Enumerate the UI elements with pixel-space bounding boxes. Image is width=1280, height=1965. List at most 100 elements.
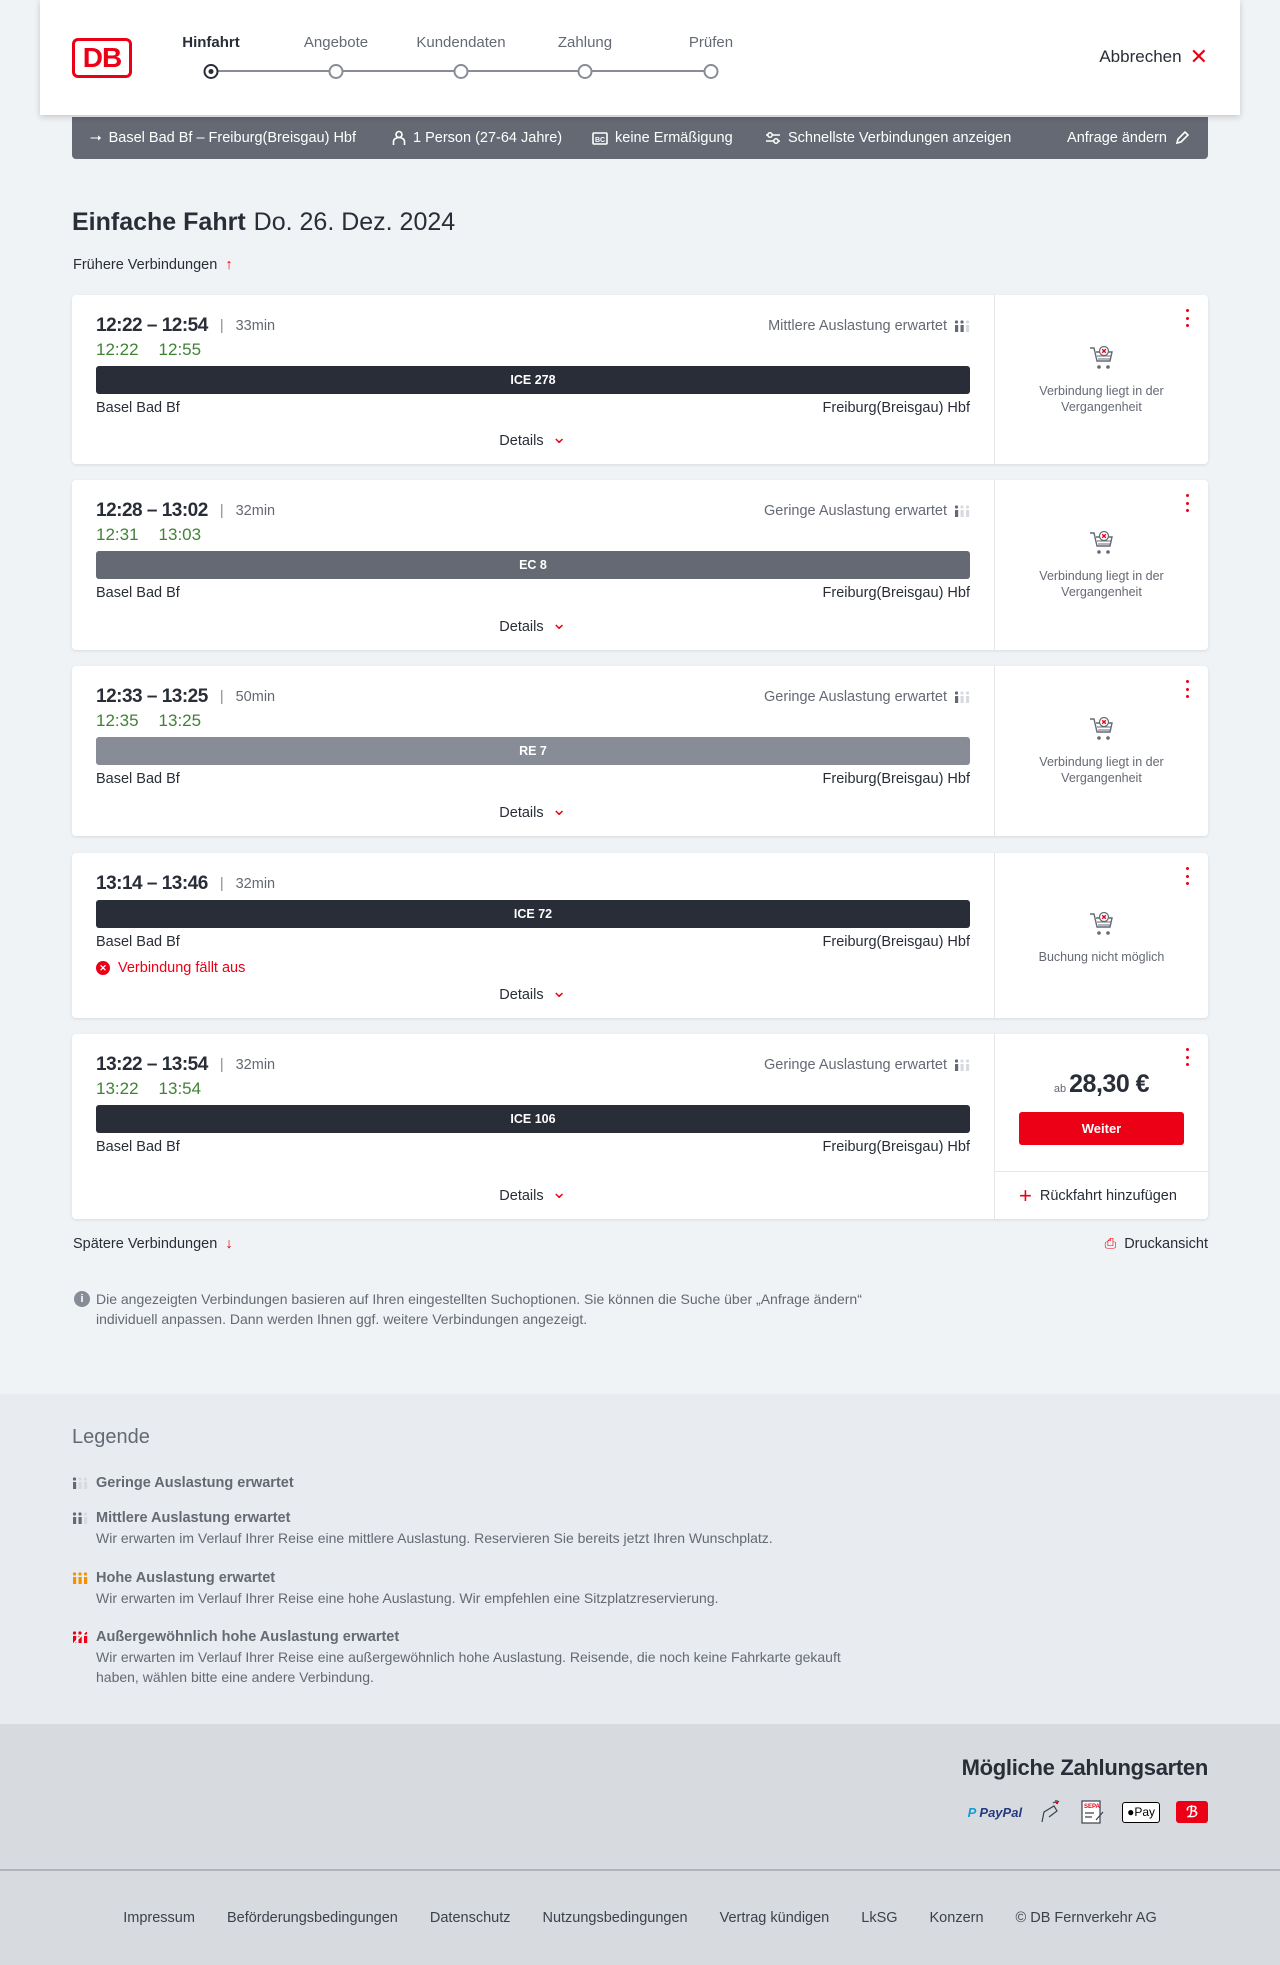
cart-unavailable-icon <box>1025 716 1178 742</box>
details-toggle[interactable]: Details ⌄ <box>72 427 994 451</box>
info-icon: i <box>74 1291 90 1307</box>
change-search-label: Anfrage ändern <box>1067 130 1167 146</box>
train-bar[interactable]: ICE 106 <box>96 1105 970 1133</box>
load-exceptional-icon <box>72 1631 88 1643</box>
route-summary[interactable]: ⭢ Basel Bad Bf – Freiburg(Breisgau) Hbf <box>90 117 356 159</box>
more-options-icon[interactable] <box>1182 680 1192 698</box>
plus-icon: + <box>1019 1183 1032 1208</box>
error-icon: ✕ <box>96 961 110 975</box>
footer-link[interactable]: Impressum <box>123 1910 195 1926</box>
credit-card-icon <box>1041 1800 1060 1823</box>
add-return-label: Rückfahrt hinzufügen <box>1039 1188 1177 1204</box>
occupancy-icon <box>954 505 970 517</box>
passenger-text: 1 Person (27-64 Jahre) <box>413 130 563 146</box>
filter-sliders-icon <box>766 132 780 144</box>
footer-link[interactable]: Datenschutz <box>429 1910 511 1926</box>
footer-link[interactable]: LkSG <box>861 1910 898 1926</box>
connection-summary[interactable]: 12:28 – 13:02 | 32min Geringe Auslastung er… <box>72 480 994 650</box>
details-label: Details <box>499 987 544 1003</box>
details-toggle[interactable]: Details ⌄ <box>72 981 994 1005</box>
trip-type: Einfache Fahrt <box>72 208 246 236</box>
payment-title: Mögliche Zahlungsarten <box>961 1755 1209 1780</box>
separator: | <box>219 876 224 892</box>
arrow-right-icon: ⭢ <box>90 130 102 146</box>
chevron-down-icon: ⌄ <box>551 613 567 633</box>
stations-row: Basel Bad Bf Freiburg(Breisgau) Hbf <box>96 398 970 418</box>
connection-summary[interactable]: 13:22 – 13:54 | 32min Geringe Auslastung er… <box>72 1034 994 1219</box>
details-toggle[interactable]: Details ⌄ <box>72 1182 994 1206</box>
later-connections-link[interactable]: Spätere Verbindungen ↓ <box>73 1236 233 1252</box>
connection-summary[interactable]: 13:14 – 13:46 | 32min ICE 72 Basel Bad Bf Fre… <box>72 853 994 1018</box>
connection-summary[interactable]: 12:22 – 12:54 | 33min Mittlere Auslastung e… <box>72 295 994 464</box>
load-high-icon <box>72 1572 88 1584</box>
travel-date: Do. 26. Dez. 2024 <box>253 208 456 236</box>
duration: 32min <box>235 876 276 892</box>
payment-methods-section: Mögliche Zahlungsarten P PayPal SEPA ● Pa… <box>0 1724 1280 1870</box>
add-return-trip-button[interactable]: + Rückfahrt hinzufügen <box>1019 1183 1177 1208</box>
cancel-button[interactable]: Abbrechen ✕ <box>1099 46 1208 68</box>
chevron-down-icon: ⌄ <box>551 981 567 1001</box>
info-note: i Die angezeigten Verbindungen basieren a… <box>72 1289 872 1329</box>
change-search-button[interactable]: Anfrage ändern <box>1067 117 1190 159</box>
separator: | <box>219 318 224 334</box>
legend-item: Hohe Auslastung erwartet Wir erwarten im … <box>72 1568 872 1608</box>
footer-link[interactable]: Konzern <box>929 1910 984 1926</box>
occupancy-icon <box>954 1059 970 1071</box>
db-logo[interactable]: DB <box>72 38 132 78</box>
time-row: 13:22 – 13:54 | 32min Geringe Auslastung er… <box>96 1053 970 1077</box>
connection-card: 12:22 – 12:54 | 33min Mittlere Auslastung e… <box>72 295 1208 464</box>
details-toggle[interactable]: Details ⌄ <box>72 800 994 823</box>
filter-text: Schnellste Verbindungen anzeigen <box>788 130 1012 146</box>
earlier-connections-link[interactable]: Frühere Verbindungen ↑ <box>73 257 233 273</box>
offer-panel: Verbindung liegt in der Vergangenheit <box>994 295 1208 464</box>
train-bar[interactable]: RE 7 <box>96 737 970 765</box>
more-options-icon[interactable] <box>1182 309 1192 327</box>
offer-panel: Buchung nicht möglich <box>994 853 1208 1018</box>
db-bonus-icon: ℬ <box>1176 1801 1208 1823</box>
footer-link[interactable]: Nutzungsbedingungen <box>542 1910 688 1926</box>
departure-station: Basel Bad Bf <box>96 400 180 416</box>
filter-summary[interactable]: Schnellste Verbindungen anzeigen <box>765 117 1011 159</box>
booking-status-text: Verbindung liegt in der Vergangenheit <box>1039 755 1164 785</box>
header: DB Hinfahrt Angebote Kundendaten Zahlung Prü… <box>40 0 1240 115</box>
realtime-departure: 12:35 <box>96 711 139 730</box>
passenger-summary[interactable]: 1 Person (27-64 Jahre) <box>392 117 562 159</box>
details-label: Details <box>499 619 544 635</box>
realtime-departure: 13:22 <box>96 1079 139 1098</box>
chevron-down-icon: ⌄ <box>551 1182 567 1202</box>
stations-row: Basel Bad Bf Freiburg(Breisgau) Hbf <box>96 583 970 603</box>
booking-status-text: Verbindung liegt in der Vergangenheit <box>1039 569 1164 599</box>
details-toggle[interactable]: Details ⌄ <box>72 613 994 637</box>
legend-title: Legende <box>72 1426 150 1448</box>
footer-link[interactable]: Beförderungsbedingungen <box>226 1910 398 1926</box>
print-label: Druckansicht <box>1124 1236 1208 1252</box>
occupancy-label: Mittlere Auslastung erwartet <box>768 318 947 334</box>
booking-status-text: Buchung nicht möglich <box>1038 950 1165 964</box>
offer-panel: Verbindung liegt in der Vergangenheit <box>994 480 1208 650</box>
realtime-row: 12:22 12:55 <box>96 338 970 362</box>
train-bar[interactable]: ICE 278 <box>96 366 970 394</box>
time-row: 12:22 – 12:54 | 33min Mittlere Auslastung e… <box>96 314 970 338</box>
more-options-icon[interactable] <box>1182 494 1192 512</box>
discount-summary[interactable]: BC keine Ermäßigung <box>592 117 733 159</box>
realtime-row: 12:35 13:25 <box>96 709 970 733</box>
cart-unavailable-icon <box>1025 530 1178 556</box>
continue-button[interactable]: Weiter <box>1019 1112 1184 1145</box>
offer-panel: ab 28,30 € Weiter + Rückfahrt hinzufügen <box>994 1034 1208 1219</box>
more-options-icon[interactable] <box>1182 1048 1192 1066</box>
footer-link[interactable]: Vertrag kündigen <box>719 1910 830 1926</box>
chevron-down-icon: ⌄ <box>551 427 567 447</box>
more-options-icon[interactable] <box>1182 867 1192 885</box>
details-label: Details <box>499 1188 544 1204</box>
time-row: 12:33 – 13:25 | 50min Geringe Auslastung er… <box>96 685 970 709</box>
cart-unavailable-icon <box>1025 345 1178 371</box>
legend-item-text: Wir erwarten im Verlauf Ihrer Reise eine… <box>96 1649 841 1685</box>
step-label-2: Angebote <box>303 34 369 51</box>
print-view-link[interactable]: ⎙ Druckansicht <box>1105 1236 1208 1252</box>
train-bar[interactable]: EC 8 <box>96 551 970 579</box>
booking-status: Verbindung liegt in der Vergangenheit <box>995 716 1208 786</box>
apple-pay-icon: ● Pay <box>1122 1801 1160 1823</box>
occupancy-info: Geringe Auslastung erwartet <box>764 689 970 705</box>
connection-summary[interactable]: 12:33 – 13:25 | 50min Geringe Auslastung er… <box>72 666 994 836</box>
train-bar[interactable]: ICE 72 <box>96 900 970 928</box>
